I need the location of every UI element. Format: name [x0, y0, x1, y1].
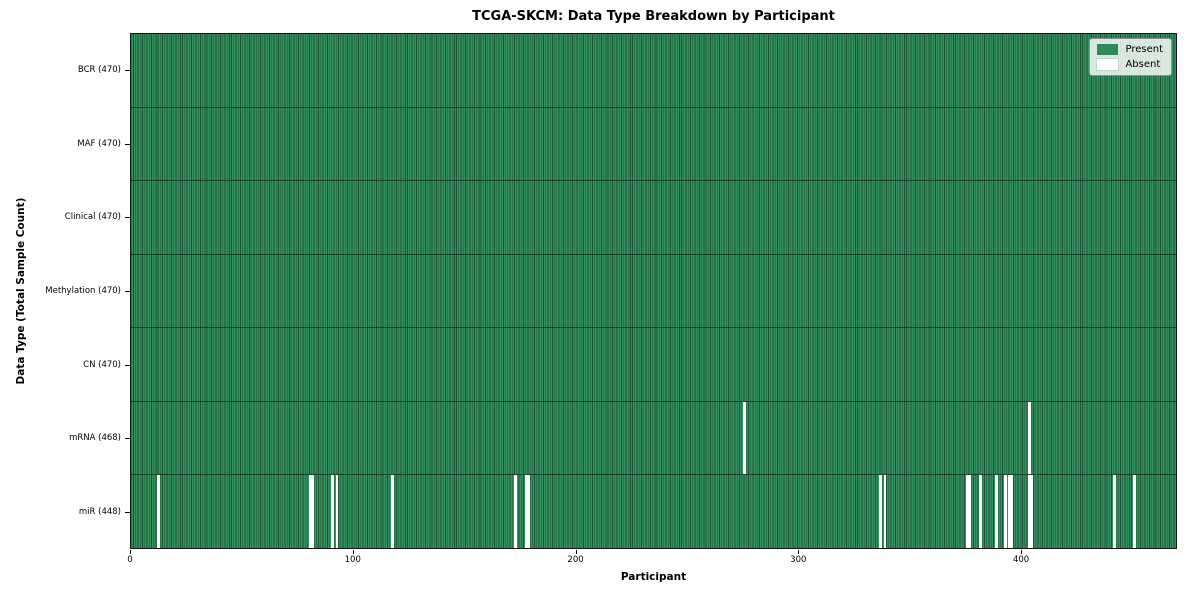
y-tick-label: Methylation (470): [45, 286, 121, 296]
absent-gap: [157, 475, 161, 549]
absent-gap: [1028, 475, 1032, 549]
x-tick-mark: [575, 549, 577, 554]
absent-gap: [979, 475, 983, 549]
legend-absent-swatch-icon: [1096, 58, 1120, 71]
y-tick-label: Clinical (470): [64, 212, 121, 223]
legend-present-label: Present: [1125, 44, 1163, 55]
absent-gap: [1003, 475, 1007, 549]
absent-gap: [311, 475, 314, 549]
heatmap-row-methylation: [131, 253, 1176, 328]
x-tick-label: 0: [127, 555, 133, 565]
heatmap-row-mir: [131, 474, 1176, 549]
legend-entry-present: Present: [1097, 44, 1163, 55]
y-tick-mark: [125, 364, 130, 366]
absent-gap: [1133, 475, 1136, 549]
absent-gap: [743, 401, 747, 475]
absent-gap: [391, 475, 395, 549]
absent-gap: [527, 475, 530, 549]
heatmap-row-maf: [131, 106, 1176, 181]
x-axis-label: Participant: [620, 571, 687, 583]
y-tick-label: MAF (470): [77, 138, 121, 149]
x-tick-mark: [798, 549, 800, 554]
absent-gap: [513, 475, 517, 549]
y-tick-mark: [125, 291, 130, 292]
heatmap-row-bcr: [131, 34, 1176, 107]
heatmap-row-mrna: [131, 400, 1176, 475]
legend-present-swatch-icon: [1097, 44, 1119, 55]
legend-absent-label: Absent: [1125, 59, 1161, 70]
absent-gap: [331, 475, 334, 549]
absent-gap: [995, 475, 998, 549]
y-tick-mark: [125, 438, 130, 440]
absent-gap: [883, 475, 887, 549]
x-tick-label: 200: [567, 555, 584, 565]
absent-gap: [1028, 401, 1032, 475]
x-tick-mark: [352, 549, 354, 554]
absent-gap: [524, 475, 528, 549]
x-tick-mark: [130, 549, 131, 554]
absent-gap: [968, 475, 972, 549]
absent-gap: [879, 475, 882, 549]
absent-gap: [1030, 475, 1034, 549]
y-tick-label: BCR (470): [77, 64, 121, 75]
x-tick-label: 300: [790, 555, 807, 565]
absent-gap: [1010, 475, 1014, 549]
legend: Present Absent: [1089, 38, 1172, 76]
absent-gap: [335, 475, 339, 549]
y-tick-label: miR (448): [78, 507, 121, 518]
y-tick-label: mRNA (468): [69, 433, 121, 444]
chart-title: TCGA-SKCM: Data Type Breakdown by Partic…: [472, 9, 835, 24]
absent-gap: [1113, 475, 1116, 549]
absent-gap: [308, 475, 312, 549]
absent-gap: [966, 475, 969, 549]
plot-area: [130, 33, 1177, 549]
y-tick-mark: [125, 143, 130, 145]
y-tick-mark: [125, 69, 130, 71]
y-tick-mark: [125, 217, 130, 219]
absent-gap: [1008, 475, 1012, 549]
legend-entry-absent: Absent: [1096, 58, 1163, 71]
heatmap-row-cn: [131, 327, 1176, 401]
x-tick-mark: [1021, 549, 1023, 554]
y-axis-tick-labels: BCR (470) MAF (470) Clinical (470) Methylat…: [0, 33, 121, 549]
y-tick-mark: [125, 512, 130, 514]
heatmap-row-clinical: [131, 180, 1176, 254]
x-tick-label: 100: [344, 555, 361, 565]
x-tick-label: 400: [1012, 555, 1030, 565]
y-tick-label: CN (470): [83, 359, 121, 370]
